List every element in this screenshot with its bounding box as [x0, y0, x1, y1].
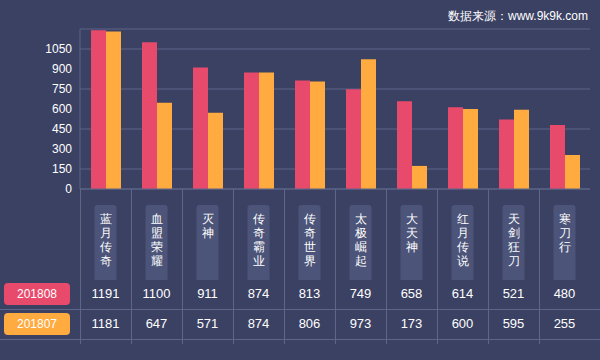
html-text:数据来源：www.9k9k.com: 数据来源：www.9k9k.com: [448, 9, 588, 23]
html-text:600: 600: [451, 316, 474, 331]
svg-text:灭神: 灭神: [202, 212, 214, 240]
html-text:911: 911: [197, 286, 218, 301]
html-text:595: 595: [502, 316, 525, 331]
svg-text:血盟荣耀: 血盟荣耀: [151, 212, 163, 268]
html-text:1191: 1191: [91, 286, 120, 301]
svg-text:太极崛起: 太极崛起: [354, 212, 367, 268]
svg-text:150: 150: [52, 162, 72, 176]
svg-text:900: 900: [52, 62, 72, 76]
svg-text:0: 0: [65, 182, 72, 196]
svg-text:红月传说: 红月传说: [457, 212, 469, 268]
html-text:571: 571: [196, 316, 219, 331]
svg-text:传奇霸业: 传奇霸业: [253, 212, 265, 268]
html-text:874: 874: [247, 316, 270, 331]
html-text:973: 973: [349, 316, 372, 331]
html-text:201808: 201808: [17, 287, 57, 301]
svg-text:750: 750: [52, 82, 72, 96]
svg-text:600: 600: [52, 102, 72, 116]
html-text:1181: 1181: [91, 316, 120, 331]
html-text:874: 874: [247, 286, 270, 301]
html-text:647: 647: [145, 316, 168, 331]
html-text:480: 480: [553, 286, 576, 301]
svg-text:300: 300: [52, 142, 72, 156]
svg-text:寒刀行: 寒刀行: [559, 212, 571, 254]
html-text:658: 658: [400, 286, 423, 301]
svg-text:天剑狂刀: 天剑狂刀: [508, 212, 520, 268]
svg-text:1050: 1050: [45, 42, 72, 56]
html-text:173: 173: [400, 316, 423, 331]
html-text:813: 813: [298, 286, 321, 301]
html-text:614: 614: [451, 286, 474, 301]
html-text:749: 749: [349, 286, 372, 301]
html-text:1100: 1100: [142, 286, 171, 301]
html-text:806: 806: [298, 316, 321, 331]
html-text:255: 255: [553, 316, 576, 331]
svg-text:450: 450: [52, 122, 72, 136]
html-text:521: 521: [502, 286, 525, 301]
svg-text:大天神: 大天神: [406, 212, 418, 254]
html-text:201807: 201807: [17, 317, 57, 331]
svg-text:传奇世界: 传奇世界: [304, 212, 316, 268]
svg-text:蓝月传奇: 蓝月传奇: [100, 212, 112, 268]
